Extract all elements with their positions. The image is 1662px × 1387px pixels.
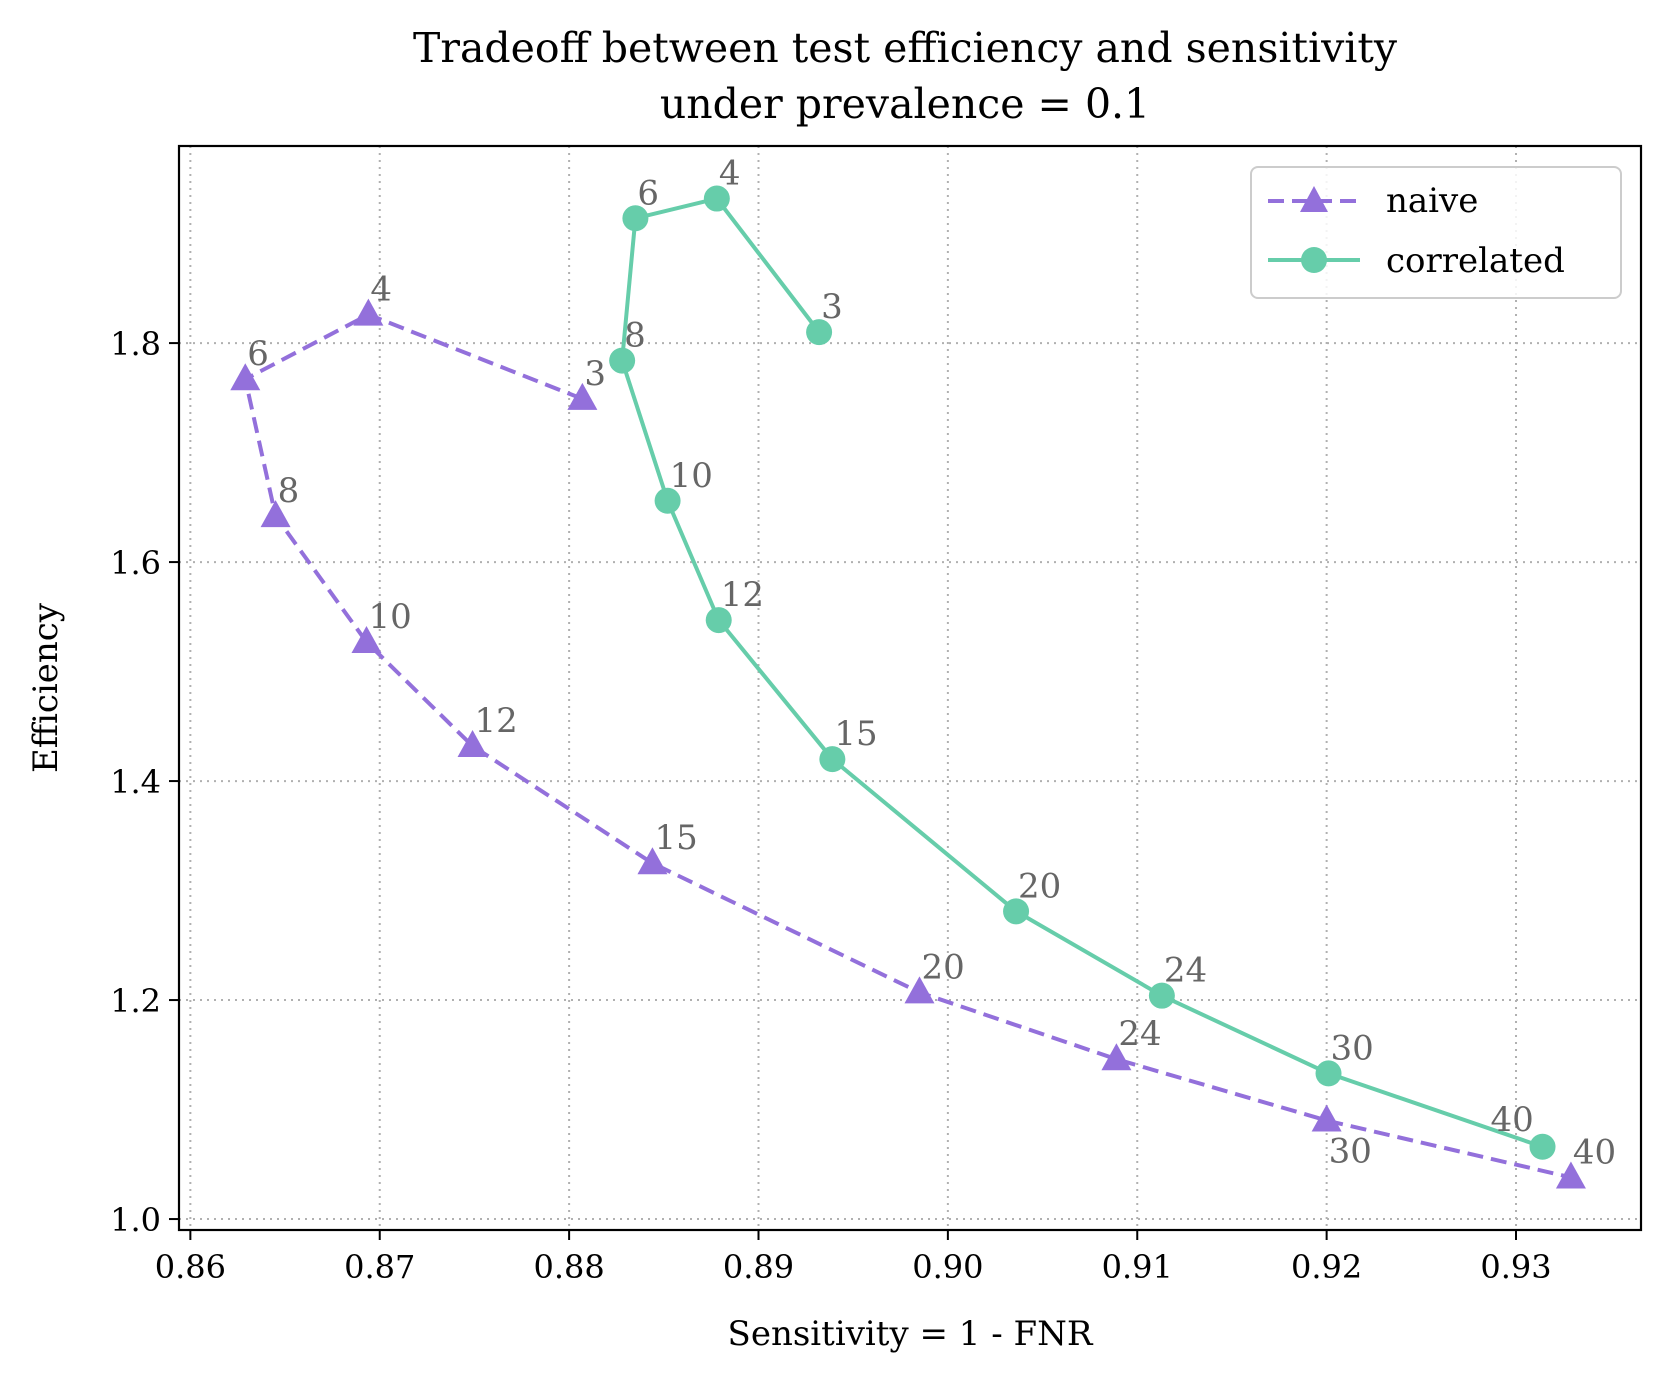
y-tick-label: 1.8 bbox=[110, 325, 161, 363]
correlated-point-marker bbox=[703, 185, 730, 212]
correlated-point-label: 15 bbox=[834, 714, 877, 754]
plot-frame bbox=[177, 144, 1643, 1232]
correlated-point-label: 10 bbox=[670, 456, 713, 496]
x-tick-label: 0.90 bbox=[912, 1248, 983, 1286]
axis-layer: 0.86 0.87 0.88 0.89 0.90 0.91 0.92 0.93 1.0 1.2 1.… bbox=[110, 325, 1552, 1286]
y-tick-label: 1.4 bbox=[110, 763, 161, 801]
naive-point-marker bbox=[260, 500, 291, 528]
y-axis-label: Efficiency bbox=[26, 602, 66, 773]
naive-point-marker bbox=[1101, 1043, 1132, 1071]
correlated-point-label: 40 bbox=[1491, 1100, 1534, 1140]
correlated-point-label: 20 bbox=[1018, 866, 1061, 906]
naive-point-label: 24 bbox=[1118, 1014, 1161, 1054]
correlated-point-label: 24 bbox=[1164, 951, 1207, 991]
naive-point-marker bbox=[1311, 1104, 1342, 1132]
legend-naive-label: naive bbox=[1386, 181, 1478, 221]
correlated-point-label: 12 bbox=[721, 575, 764, 615]
naive-point-marker bbox=[353, 298, 384, 326]
naive-point-label: 40 bbox=[1573, 1132, 1616, 1172]
naive-point-label: 8 bbox=[278, 471, 300, 511]
correlated-point-label: 4 bbox=[719, 154, 741, 194]
correlated-point-marker bbox=[1529, 1133, 1556, 1160]
legend-naive-marker bbox=[1300, 186, 1328, 212]
y-tick-label: 1.0 bbox=[110, 1201, 161, 1239]
x-tick-label: 0.92 bbox=[1291, 1248, 1362, 1286]
point-label-layer: 3 4 6 8 10 12 15 20 24 30 40 3 4 6 8 10 12 15 20 24 30 40 bbox=[247, 154, 1616, 1173]
chart-title-line-1: Tradeoff between test efficiency and sen… bbox=[413, 24, 1398, 72]
naive-point-marker bbox=[637, 847, 668, 875]
y-tick-label: 1.6 bbox=[110, 544, 161, 582]
y-tick-label: 1.2 bbox=[110, 982, 161, 1020]
correlated-point-marker bbox=[806, 319, 833, 346]
correlated-point-label: 30 bbox=[1331, 1028, 1374, 1068]
correlated-point-marker bbox=[622, 205, 649, 232]
x-tick-label: 0.86 bbox=[155, 1248, 226, 1286]
x-tick-label: 0.93 bbox=[1480, 1248, 1551, 1286]
correlated-point-marker bbox=[609, 347, 636, 374]
naive-point-marker bbox=[1555, 1161, 1586, 1189]
grid-layer bbox=[179, 146, 1641, 1230]
correlated-point-label: 8 bbox=[624, 316, 646, 356]
naive-point-label: 6 bbox=[247, 334, 269, 374]
correlated-point-marker bbox=[1315, 1060, 1342, 1087]
series-naive bbox=[230, 298, 1586, 1189]
legend-correlated-label: correlated bbox=[1386, 241, 1565, 281]
naive-line bbox=[243, 312, 1572, 1180]
correlated-point-marker bbox=[819, 746, 846, 773]
naive-point-label: 20 bbox=[921, 947, 964, 987]
x-tick-label: 0.87 bbox=[344, 1248, 415, 1286]
series-correlated bbox=[609, 185, 1556, 1160]
naive-point-label: 10 bbox=[368, 597, 411, 637]
x-tick-label: 0.88 bbox=[533, 1248, 604, 1286]
correlated-point-marker bbox=[654, 487, 681, 514]
x-tick-label: 0.91 bbox=[1102, 1248, 1173, 1286]
x-tick-label: 0.89 bbox=[723, 1248, 794, 1286]
correlated-point-marker bbox=[1148, 982, 1175, 1009]
x-axis-label: Sensitivity = 1 - FNR bbox=[728, 1314, 1094, 1354]
naive-point-marker bbox=[567, 382, 598, 410]
correlated-point-label: 6 bbox=[637, 173, 659, 213]
naive-point-label: 3 bbox=[584, 354, 606, 394]
naive-point-label: 15 bbox=[654, 818, 697, 858]
naive-point-marker bbox=[904, 976, 935, 1004]
correlated-point-label: 3 bbox=[821, 287, 843, 327]
naive-point-label: 30 bbox=[1329, 1132, 1372, 1172]
legend: naive correlated bbox=[1250, 166, 1622, 299]
correlated-point-marker bbox=[1003, 898, 1030, 925]
naive-point-marker bbox=[457, 730, 488, 758]
series-layer bbox=[230, 185, 1586, 1189]
correlated-point-marker bbox=[705, 607, 732, 634]
naive-point-label: 4 bbox=[370, 270, 392, 310]
legend-correlated-marker bbox=[1301, 247, 1327, 273]
naive-point-label: 12 bbox=[475, 701, 518, 741]
naive-point-marker bbox=[230, 363, 261, 391]
chart-title-line-2: under prevalence = 0.1 bbox=[660, 80, 1150, 128]
naive-point-marker bbox=[351, 626, 382, 654]
